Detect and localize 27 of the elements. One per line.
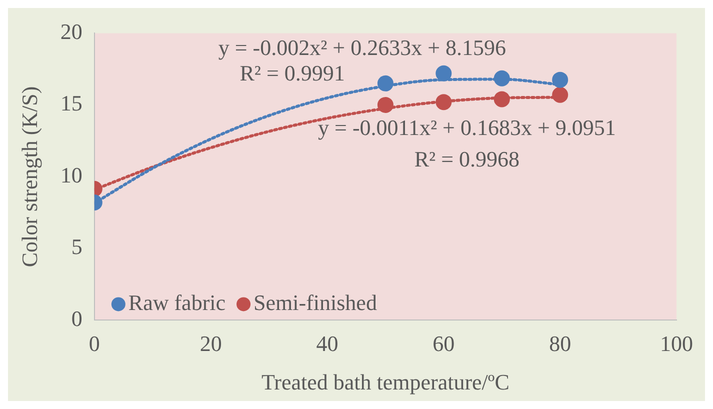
y-axis-title: Color strength (K/S) [16, 86, 42, 268]
point [377, 75, 394, 92]
x-tick-label: 40 [316, 331, 338, 356]
annotation: R² = 0.9968 [414, 146, 520, 172]
legend-label: Semi-finished [254, 290, 377, 315]
y-tick-label: 15 [60, 90, 82, 116]
point [436, 65, 452, 82]
point [436, 94, 452, 110]
y-tick-label: 20 [60, 18, 82, 44]
legend-label: Raw fabric [128, 290, 226, 315]
x-tick-label: 80 [549, 331, 572, 356]
x-axis-title: Treated bath temperature/ºC [261, 370, 510, 395]
annotation: y = -0.0011x² + 0.1683x + 9.0951 [318, 115, 616, 140]
x-tick-label: 20 [200, 331, 222, 356]
y-tick-label: 5 [71, 234, 82, 260]
x-tick-label: 60 [432, 331, 455, 356]
point [552, 86, 568, 103]
annotation: y = -0.002x² + 0.2633x + 8.1596 [218, 34, 506, 60]
x-tick-label: 100 [660, 331, 693, 356]
x-tick-label: 0 [88, 331, 100, 356]
annotation: R² = 0.9991 [240, 60, 345, 86]
point [377, 96, 394, 113]
point [494, 91, 510, 108]
point [494, 70, 510, 86]
y-tick-label: 0 [71, 306, 82, 331]
point [552, 72, 568, 88]
y-tick-label: 10 [60, 162, 82, 188]
